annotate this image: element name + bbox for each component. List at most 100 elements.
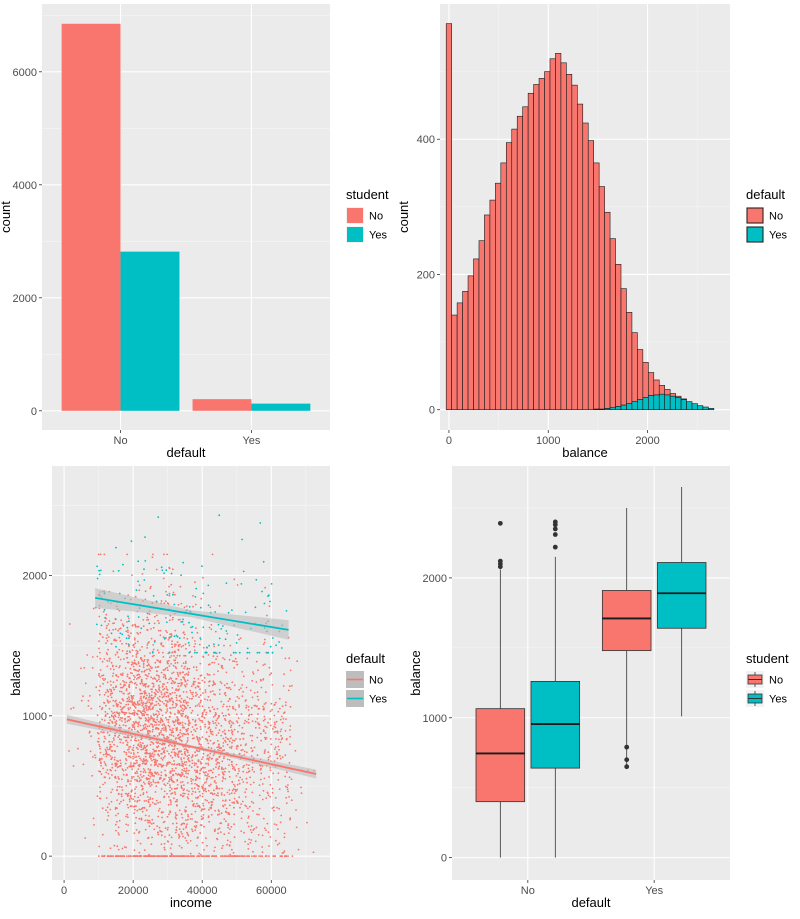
point-no xyxy=(176,661,179,664)
point-no xyxy=(232,767,234,770)
point-no xyxy=(283,711,286,714)
point-no xyxy=(278,807,281,810)
point-no xyxy=(215,724,218,727)
point-no xyxy=(284,657,287,660)
point-no xyxy=(223,658,226,661)
point-no xyxy=(178,711,181,714)
point-no xyxy=(159,680,162,683)
point-no xyxy=(166,840,169,842)
point-no xyxy=(289,725,292,727)
point-no xyxy=(201,712,204,715)
point-yes xyxy=(220,628,223,630)
point-no xyxy=(118,778,120,780)
point-no xyxy=(194,730,197,733)
point-no xyxy=(143,658,146,661)
point-no xyxy=(192,778,194,781)
point-no xyxy=(192,666,195,668)
point-no xyxy=(143,714,146,717)
point-no xyxy=(238,638,240,641)
point-no xyxy=(190,780,193,782)
point-no xyxy=(107,701,110,704)
point-no xyxy=(256,691,259,694)
hist-bar-yes xyxy=(702,406,709,411)
point-no xyxy=(152,718,155,720)
point-no xyxy=(189,852,192,855)
point-no xyxy=(112,622,114,625)
point-no xyxy=(259,855,262,857)
point-no xyxy=(195,775,198,778)
point-yes xyxy=(188,606,191,608)
point-no xyxy=(180,697,183,700)
point-no xyxy=(183,637,186,639)
point-no xyxy=(174,812,177,814)
point-no xyxy=(229,644,232,647)
point-no xyxy=(98,689,101,692)
point-no xyxy=(172,822,174,825)
point-no xyxy=(241,778,244,781)
point-no xyxy=(133,753,135,756)
point-no xyxy=(105,652,108,654)
point-no xyxy=(273,714,276,717)
point-no xyxy=(174,752,177,754)
point-yes xyxy=(248,651,251,654)
point-no xyxy=(157,720,160,723)
point-no xyxy=(150,843,153,846)
point-no xyxy=(146,616,149,619)
point-no xyxy=(185,748,188,751)
point-no xyxy=(191,793,193,795)
point-no xyxy=(222,730,224,733)
point-no xyxy=(244,719,247,722)
point-no xyxy=(188,764,191,767)
point-no xyxy=(159,801,162,803)
point-no xyxy=(179,855,181,857)
point-no xyxy=(119,717,122,719)
point-no xyxy=(215,794,218,796)
point-no xyxy=(133,849,136,852)
hist-bar-no xyxy=(587,140,594,411)
point-no xyxy=(151,699,154,701)
point-no xyxy=(150,855,153,857)
point-yes xyxy=(163,638,166,640)
point-no xyxy=(137,709,140,712)
point-no xyxy=(153,724,156,726)
point-no xyxy=(228,722,231,725)
point-no xyxy=(97,855,100,857)
point-yes xyxy=(221,625,224,627)
point-no xyxy=(159,629,162,632)
point-no xyxy=(118,666,120,669)
point-no xyxy=(186,749,188,752)
point-no xyxy=(244,700,247,702)
hist-bar-yes xyxy=(686,401,693,411)
outlier-point xyxy=(552,519,558,525)
point-no xyxy=(126,816,129,819)
point-no xyxy=(126,830,128,833)
point-no xyxy=(261,798,264,801)
point-no xyxy=(139,842,142,845)
point-no xyxy=(184,722,187,725)
point-no xyxy=(161,685,164,688)
point-no xyxy=(163,795,166,798)
point-no xyxy=(90,707,93,710)
point-no xyxy=(179,781,182,784)
point-no xyxy=(190,691,192,694)
point-no xyxy=(152,626,155,629)
point-no xyxy=(70,707,72,710)
point-no xyxy=(209,710,212,713)
point-no xyxy=(148,752,151,755)
point-no xyxy=(126,621,128,623)
point-no xyxy=(172,748,174,751)
point-no xyxy=(233,801,235,804)
box-no-no xyxy=(475,520,526,858)
hist-bar-no xyxy=(593,162,600,410)
box-body xyxy=(656,562,707,629)
point-no xyxy=(167,639,170,641)
point-no xyxy=(176,747,179,750)
point-no xyxy=(149,785,152,787)
point-no xyxy=(224,719,227,722)
point-no xyxy=(226,705,228,708)
outlier-point xyxy=(552,532,558,537)
point-no xyxy=(226,843,228,846)
point-no xyxy=(138,808,141,811)
point-no xyxy=(103,679,105,681)
point-no xyxy=(110,855,113,857)
